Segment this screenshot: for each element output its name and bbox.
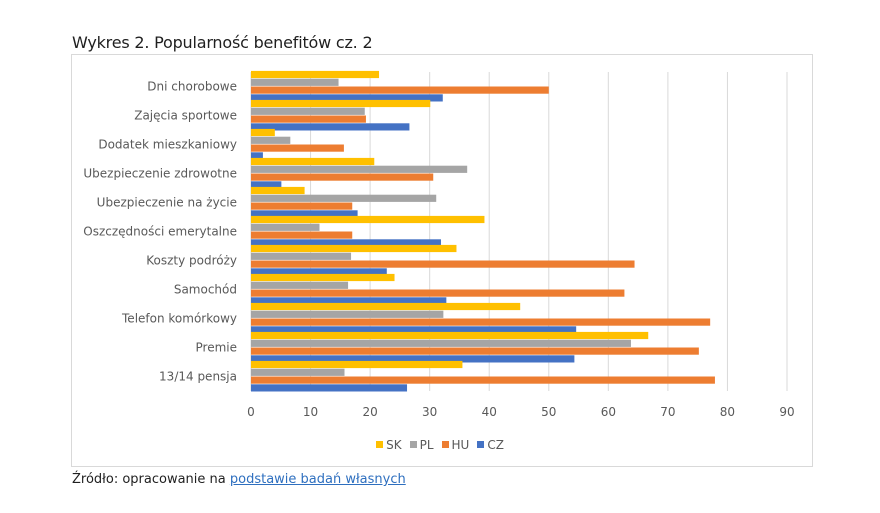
x-tick-label: 30 (422, 405, 437, 419)
category-label: Dni chorobowe (147, 80, 237, 94)
bar-pl (251, 368, 345, 376)
legend-label: CZ (487, 438, 504, 452)
bar-pl (251, 107, 365, 115)
bar-cz (251, 355, 575, 363)
bar-hu (251, 347, 699, 355)
x-tick-label: 40 (482, 405, 497, 419)
bar-hu (251, 202, 353, 210)
legend-swatch (376, 441, 384, 448)
bar-hu (251, 144, 344, 152)
bar-pl (251, 165, 468, 173)
legend-swatch (409, 441, 417, 448)
x-tick-label: 80 (720, 405, 735, 419)
legend: SK PL HU CZ (0, 438, 880, 452)
bar-pl (251, 252, 352, 260)
x-tick-label: 10 (303, 405, 318, 419)
bar-hu (251, 318, 711, 326)
legend-item-hu: HU (441, 438, 470, 452)
x-tick-label: 20 (362, 405, 377, 419)
category-label: 13/14 pensja (159, 370, 237, 384)
bar-sk (251, 99, 431, 108)
x-tick-label: 70 (660, 405, 675, 419)
bar-cz (251, 239, 441, 247)
bar-sk (251, 128, 275, 137)
bar-cz (251, 326, 577, 334)
bar-hu (251, 115, 366, 123)
bar-cz (251, 152, 263, 160)
bar-sk (251, 157, 375, 166)
x-tick-label: 60 (601, 405, 616, 419)
tick-labels: 0 10 20 30 40 50 60 70 80 90 (247, 405, 794, 419)
source-link[interactable]: podstawie badań własnych (229, 472, 406, 487)
bar-cz (251, 123, 410, 131)
category-label: Koszty podróży (146, 254, 237, 268)
legend-swatch (477, 441, 485, 448)
legend-label: SK (386, 438, 402, 452)
bar-sk (251, 360, 463, 369)
legend-swatch (441, 441, 449, 448)
bar-cz (251, 297, 447, 305)
source-note: Źródło: opracowanie na podstawie badań w… (72, 472, 406, 487)
x-tick-label: 50 (541, 405, 556, 419)
legend-item-cz: CZ (477, 438, 504, 452)
bar-cz (251, 94, 443, 102)
category-label: Ubezpieczenie na życie (97, 196, 237, 210)
bar-hu (251, 376, 715, 384)
bar-hu (251, 231, 353, 239)
legend-item-pl: PL (409, 438, 434, 452)
bar-pl (251, 281, 349, 289)
category-label: Telefon komórkowy (121, 312, 237, 326)
category-label: Dodatek mieszkaniowy (98, 138, 237, 152)
x-tick-label: 90 (779, 405, 794, 419)
bar-pl (251, 136, 291, 144)
bar-sk (251, 186, 305, 195)
bar-pl (251, 194, 437, 202)
category-label: Oszczędności emerytalne (83, 225, 237, 239)
bar-hu (251, 173, 434, 181)
bar-cz (251, 210, 358, 218)
legend-item-sk: SK (376, 438, 402, 452)
bar-hu (251, 289, 625, 297)
bar-sk (251, 273, 395, 282)
legend-label: HU (451, 438, 470, 452)
bar-cz (251, 268, 387, 276)
bar-sk (251, 215, 485, 224)
category-label: Samochód (174, 283, 237, 297)
bar-pl (251, 310, 444, 318)
bar-sk (251, 70, 380, 79)
bar-cz (251, 384, 408, 392)
category-label: Zajęcia sportowe (134, 109, 237, 123)
bar-pl (251, 223, 320, 231)
bar-pl (251, 78, 339, 86)
bar-hu (251, 260, 635, 268)
chart-frame (71, 54, 813, 467)
bars (251, 70, 715, 392)
bar-cz (251, 181, 282, 189)
chart-title: Wykres 2. Popularność benefitów cz. 2 (72, 33, 373, 52)
legend-label: PL (419, 438, 434, 452)
x-tick-label: 0 (247, 405, 255, 419)
bar-sk (251, 302, 521, 311)
bar-sk (251, 244, 457, 253)
bar-pl (251, 339, 631, 347)
category-label: Premie (196, 341, 237, 355)
bar-sk (251, 331, 649, 340)
source-prefix: Źródło: opracowanie na (72, 472, 230, 487)
category-labels: Dni chorobowe Zajęcia sportowe Dodatek mie… (83, 80, 237, 384)
bar-hu (251, 86, 549, 94)
category-label: Ubezpieczenie zdrowotne (83, 167, 237, 181)
